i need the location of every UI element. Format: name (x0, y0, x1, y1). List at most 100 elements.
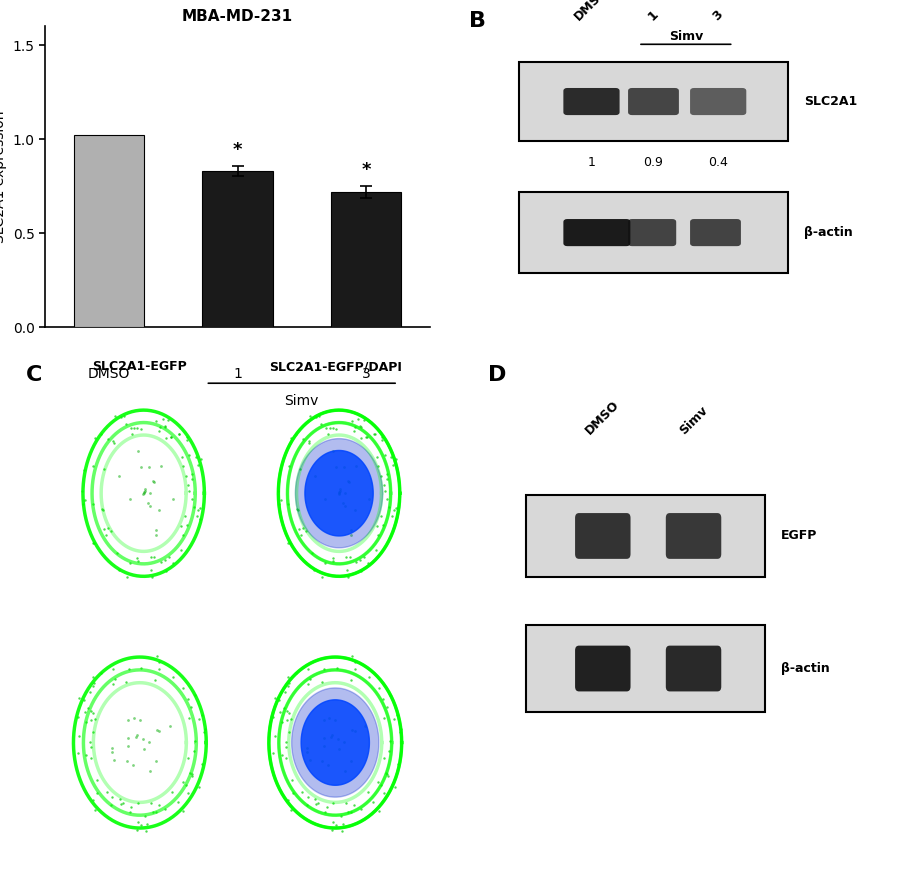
Point (148, 673, 163, 687)
Point (152, 724, 166, 738)
Point (105, 676, 120, 690)
Point (272, 496, 286, 510)
Point (300, 798, 314, 812)
Point (344, 528, 358, 542)
Point (172, 427, 186, 441)
Point (122, 731, 136, 745)
Point (133, 460, 148, 474)
Point (314, 417, 328, 431)
Point (385, 510, 400, 524)
Text: 0.9: 0.9 (644, 156, 663, 169)
Point (300, 741, 314, 755)
Point (129, 730, 143, 744)
Text: Simv: Simv (677, 404, 710, 437)
Point (122, 739, 136, 753)
Point (344, 805, 358, 819)
Point (387, 712, 401, 726)
Point (84, 704, 98, 718)
Point (181, 787, 195, 801)
Point (380, 472, 394, 486)
Point (371, 459, 385, 473)
Point (184, 472, 199, 486)
Point (291, 503, 305, 517)
Point (315, 570, 329, 584)
Point (104, 524, 118, 538)
Point (152, 662, 166, 676)
Point (339, 563, 354, 577)
Point (86, 706, 101, 720)
Point (267, 730, 282, 744)
Polygon shape (305, 450, 374, 536)
Point (194, 501, 208, 515)
Point (158, 420, 172, 434)
Text: 1: 1 (646, 8, 662, 24)
Text: EGFP: EGFP (780, 530, 817, 543)
Point (349, 459, 364, 473)
Point (158, 801, 173, 815)
Point (88, 711, 103, 725)
Point (166, 556, 180, 570)
Point (308, 469, 322, 483)
Point (149, 413, 164, 427)
Point (333, 808, 347, 822)
Point (112, 469, 127, 483)
Point (86, 670, 100, 684)
Text: DMSO: DMSO (88, 367, 130, 381)
Point (326, 815, 340, 829)
Point (99, 785, 113, 799)
Point (87, 536, 102, 550)
Point (329, 421, 344, 435)
Point (104, 741, 119, 755)
FancyBboxPatch shape (526, 495, 765, 577)
Text: C: C (26, 364, 42, 385)
Point (389, 512, 403, 526)
Text: D: D (488, 364, 507, 385)
Point (144, 550, 158, 564)
Point (97, 522, 112, 536)
Point (72, 730, 86, 744)
Point (308, 792, 322, 806)
Point (339, 796, 354, 810)
Point (182, 447, 196, 461)
Point (320, 427, 335, 441)
Point (122, 713, 136, 727)
Point (148, 754, 163, 768)
Point (175, 449, 189, 463)
Point (191, 503, 205, 517)
Point (72, 691, 86, 705)
Point (134, 421, 148, 435)
Point (86, 679, 100, 693)
Text: 1: 1 (588, 156, 596, 169)
Point (347, 724, 362, 738)
Point (279, 739, 293, 753)
Point (86, 676, 101, 690)
Point (133, 818, 148, 832)
FancyBboxPatch shape (526, 625, 765, 712)
Point (107, 671, 122, 685)
Point (163, 719, 177, 733)
Point (329, 460, 344, 474)
Point (386, 503, 400, 517)
Point (300, 745, 314, 759)
Point (389, 501, 403, 515)
Point (285, 786, 300, 800)
Text: *: * (233, 141, 242, 159)
Point (176, 459, 190, 473)
Point (156, 412, 170, 426)
Point (110, 546, 124, 560)
Point (162, 550, 176, 564)
Point (70, 746, 85, 760)
Point (97, 461, 112, 475)
Point (140, 817, 155, 831)
Point (284, 711, 298, 725)
Point (83, 685, 97, 699)
Point (353, 552, 367, 566)
Point (372, 681, 386, 695)
Point (317, 713, 331, 727)
Polygon shape (295, 439, 382, 548)
Text: 0.4: 0.4 (708, 156, 728, 169)
Point (276, 701, 291, 715)
Point (144, 563, 158, 577)
Point (158, 565, 173, 579)
Point (274, 748, 289, 762)
